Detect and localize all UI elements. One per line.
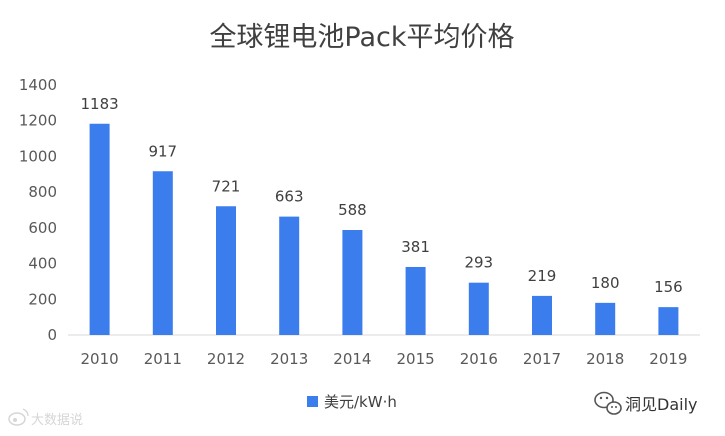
x-tick-label: 2012 [207,350,245,368]
chart-title: 全球锂电池Pack平均价格 [209,22,514,53]
weibo-icon [8,408,29,426]
y-tick-label: 0 [47,326,57,344]
data-label-2017: 219 [528,267,557,285]
bar-2019 [658,307,679,335]
y-tick-label: 200 [28,290,57,308]
data-label-2010: 1183 [81,95,119,113]
data-label-2012: 721 [212,177,241,195]
y-tick-label: 600 [28,219,57,237]
y-tick-label: 1400 [19,76,57,94]
x-tick-label: 2015 [397,350,435,368]
data-labels: 1183 917 721 663 588 381 293 219 180 156 [81,95,683,296]
x-tick-label: 2018 [586,350,624,368]
data-label-2011: 917 [148,142,177,160]
bar-2016 [468,282,489,335]
legend: 美元/kW·h [307,393,397,411]
bar-2012 [216,206,236,335]
data-label-2016: 293 [464,254,493,272]
watermark-left: 大数据说 [8,408,83,428]
bar-2015 [405,266,426,335]
bar-2013 [279,216,300,335]
bar-2018 [595,302,616,335]
wechat-icon [594,391,622,415]
watermark-left-text: 大数据说 [31,413,83,428]
legend-swatch [307,396,318,407]
data-label-2018: 180 [591,274,620,292]
data-label-2019: 156 [654,278,683,296]
data-label-2015: 381 [401,238,430,256]
x-tick-label: 2017 [523,350,561,368]
x-tick-label: 2010 [81,350,119,368]
bar-2014 [342,230,363,335]
x-tick-label: 2019 [649,350,687,368]
legend-label: 美元/kW·h [324,393,397,411]
data-label-2014: 588 [338,201,367,219]
y-axis: 0 200 400 600 800 1000 1200 1400 [19,76,57,344]
y-tick-label: 1200 [19,112,57,130]
bar-series [89,123,679,335]
y-tick-label: 1000 [19,147,57,165]
bar-2010 [89,123,110,335]
y-tick-label: 400 [28,255,57,273]
y-tick-label: 800 [28,183,57,201]
watermark-right-text: 洞见Daily [625,395,698,414]
x-tick-label: 2016 [460,350,498,368]
x-tick-label: 2014 [333,350,371,368]
x-axis: 2010 2011 2012 2013 2014 2015 2016 2017 2018 2019 [81,350,688,368]
x-tick-label: 2013 [270,350,308,368]
bar-2017 [532,295,552,335]
watermark-right: 洞见Daily [594,391,698,415]
bar-2011 [152,171,173,335]
data-label-2013: 663 [275,188,304,206]
x-tick-label: 2011 [144,350,182,368]
